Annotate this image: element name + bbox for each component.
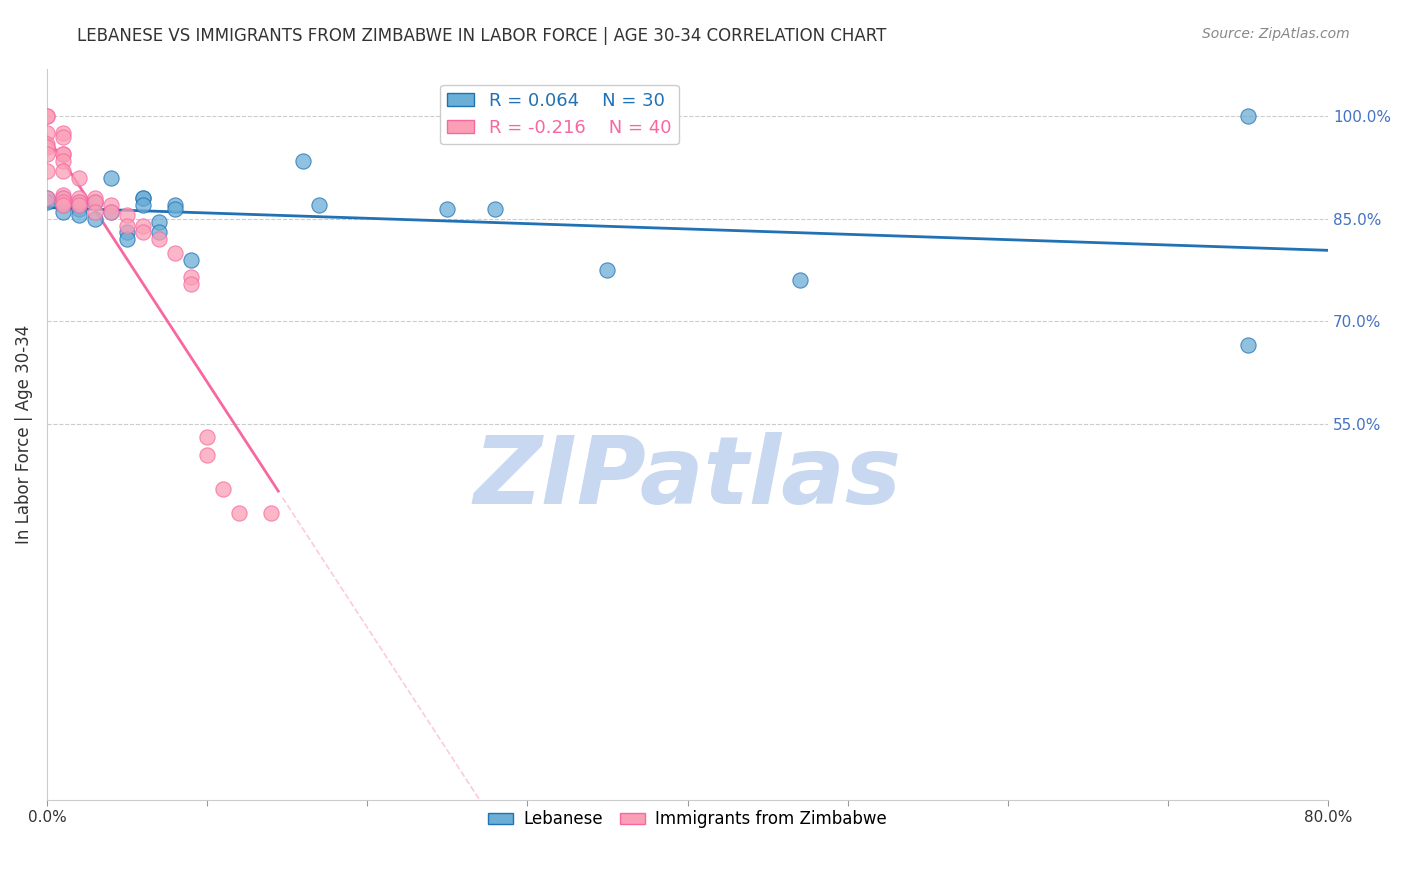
Point <box>52 191 75 205</box>
Point <box>100 170 122 185</box>
Point <box>84 194 107 209</box>
Point <box>100 198 122 212</box>
Point <box>67 191 90 205</box>
Point <box>67 198 90 212</box>
Point <box>260 506 283 520</box>
Point <box>132 226 155 240</box>
Point <box>180 252 202 267</box>
Text: Source: ZipAtlas.com: Source: ZipAtlas.com <box>1202 27 1350 41</box>
Point <box>132 191 155 205</box>
Point <box>163 202 186 216</box>
Point <box>1237 109 1260 123</box>
Point <box>35 109 58 123</box>
Point <box>52 164 75 178</box>
Point <box>148 226 170 240</box>
Point <box>35 147 58 161</box>
Point <box>163 198 186 212</box>
Point <box>115 208 138 222</box>
Point <box>35 164 58 178</box>
Point <box>115 226 138 240</box>
Point <box>67 194 90 209</box>
Point <box>100 205 122 219</box>
Point <box>84 191 107 205</box>
Point <box>67 202 90 216</box>
Point <box>35 191 58 205</box>
Point <box>35 127 58 141</box>
Text: LEBANESE VS IMMIGRANTS FROM ZIMBABWE IN LABOR FORCE | AGE 30-34 CORRELATION CHAR: LEBANESE VS IMMIGRANTS FROM ZIMBABWE IN … <box>77 27 887 45</box>
Point <box>52 147 75 161</box>
Point <box>35 191 58 205</box>
Point <box>52 194 75 209</box>
Point <box>132 191 155 205</box>
Legend: Lebanese, Immigrants from Zimbabwe: Lebanese, Immigrants from Zimbabwe <box>482 804 893 835</box>
Point <box>308 198 330 212</box>
Point <box>52 127 75 141</box>
Y-axis label: In Labor Force | Age 30-34: In Labor Force | Age 30-34 <box>15 325 32 543</box>
Point <box>52 191 75 205</box>
Point <box>35 194 58 209</box>
Point <box>292 153 315 168</box>
Point <box>163 246 186 260</box>
Point <box>52 205 75 219</box>
Point <box>115 232 138 246</box>
Point <box>596 263 619 277</box>
Point <box>228 506 250 520</box>
Point <box>180 277 202 291</box>
Point <box>67 208 90 222</box>
Point <box>52 129 75 144</box>
Point <box>789 273 811 287</box>
Point <box>436 202 458 217</box>
Point <box>212 482 235 496</box>
Point <box>35 140 58 154</box>
Point <box>195 430 218 444</box>
Point <box>52 188 75 202</box>
Point <box>67 170 90 185</box>
Point <box>132 198 155 212</box>
Point <box>52 198 75 212</box>
Point <box>484 202 506 217</box>
Text: ZIPatlas: ZIPatlas <box>474 432 901 524</box>
Point <box>195 448 218 462</box>
Point <box>115 219 138 233</box>
Point <box>180 269 202 284</box>
Point <box>67 198 90 212</box>
Point <box>52 198 75 212</box>
Point <box>1237 338 1260 352</box>
Point <box>84 205 107 219</box>
Point <box>52 153 75 168</box>
Point <box>35 109 58 123</box>
Point <box>67 194 90 209</box>
Point <box>132 219 155 233</box>
Point <box>35 136 58 151</box>
Point <box>52 147 75 161</box>
Point <box>148 232 170 246</box>
Point <box>84 194 107 209</box>
Point <box>100 205 122 219</box>
Point <box>148 215 170 229</box>
Point <box>84 211 107 226</box>
